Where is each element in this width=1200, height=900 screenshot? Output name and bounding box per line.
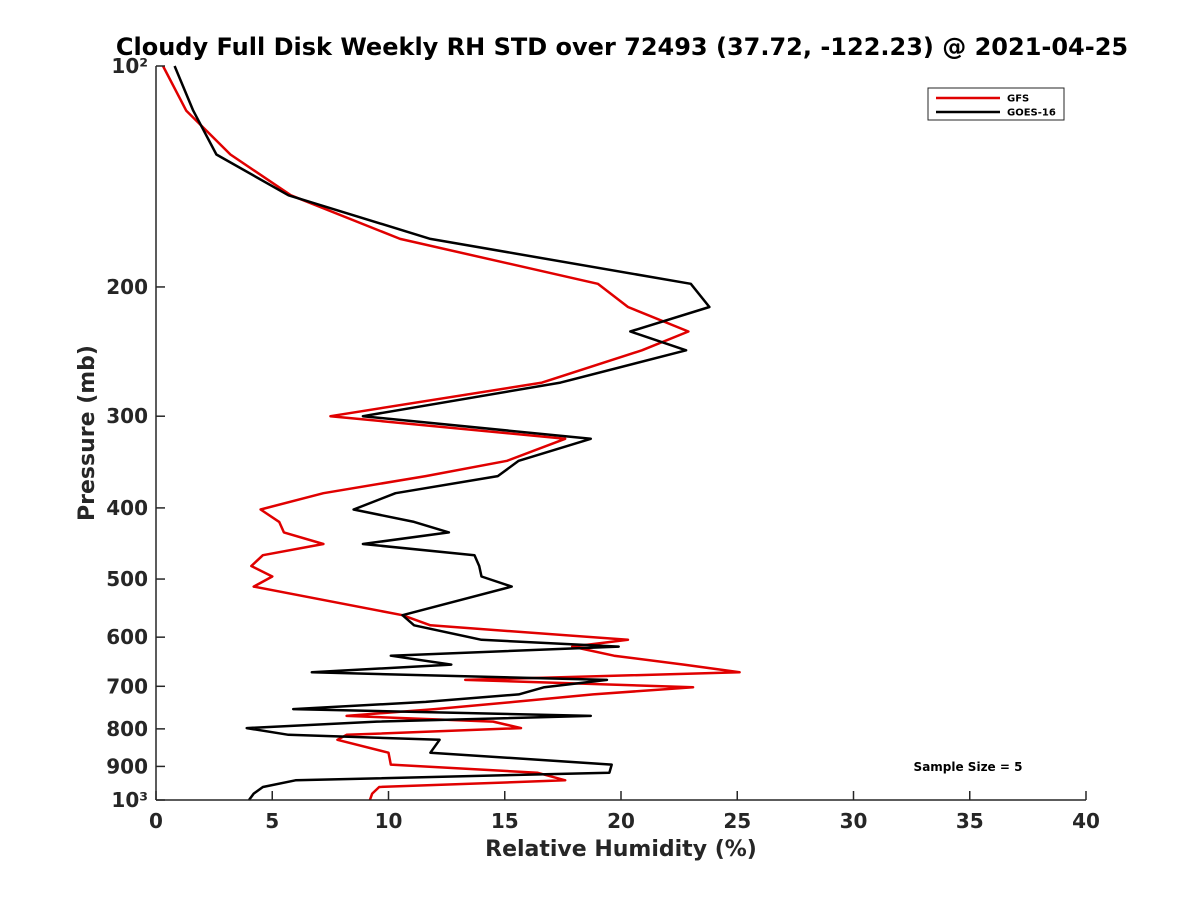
- legend: GFS GOES-16: [927, 87, 1065, 121]
- legend-label-gfs: GFS: [1007, 94, 1029, 105]
- y-ticks: 10² 200 300 400 500 600 700 800 900 10³: [106, 54, 165, 812]
- y-tick-label: 400: [106, 496, 148, 520]
- chart-title: Cloudy Full Disk Weekly RH STD over 7249…: [116, 33, 1128, 61]
- x-tick-label: 20: [607, 809, 635, 833]
- x-tick-label: 0: [149, 809, 163, 833]
- legend-box: [927, 87, 1065, 121]
- y-tick-label: 800: [106, 717, 148, 741]
- x-tick-label: 35: [956, 809, 984, 833]
- y-tick-label: 200: [106, 275, 148, 299]
- x-tick-label: 5: [265, 809, 279, 833]
- y-tick-label: 700: [106, 674, 148, 698]
- axes-box: [156, 66, 1086, 800]
- x-tick-label: 30: [840, 809, 868, 833]
- x-ticks: 0 5 10 15 20 25 30 35 40: [149, 791, 1100, 833]
- y-tick-label: 300: [106, 404, 148, 428]
- y-tick-label: 10³: [111, 788, 148, 812]
- y-tick-label: 500: [106, 567, 148, 591]
- y-tick-label: 10²: [111, 54, 148, 78]
- legend-label-goes-16: GOES-16: [1007, 108, 1056, 119]
- series-layer: [161, 65, 741, 801]
- x-tick-label: 40: [1072, 809, 1100, 833]
- y-tick-label: 600: [106, 625, 148, 649]
- x-tick-label: 15: [491, 809, 519, 833]
- x-tick-label: 10: [375, 809, 403, 833]
- series-line-goes-16: [173, 65, 711, 801]
- plot-area: [155, 65, 1086, 801]
- y-axis-label: Pressure (mb): [75, 345, 100, 521]
- x-axis-label: Relative Humidity (%): [485, 837, 757, 862]
- y-tick-label: 900: [106, 754, 148, 778]
- x-tick-label: 25: [723, 809, 751, 833]
- sample-size-annotation: Sample Size = 5: [914, 760, 1023, 774]
